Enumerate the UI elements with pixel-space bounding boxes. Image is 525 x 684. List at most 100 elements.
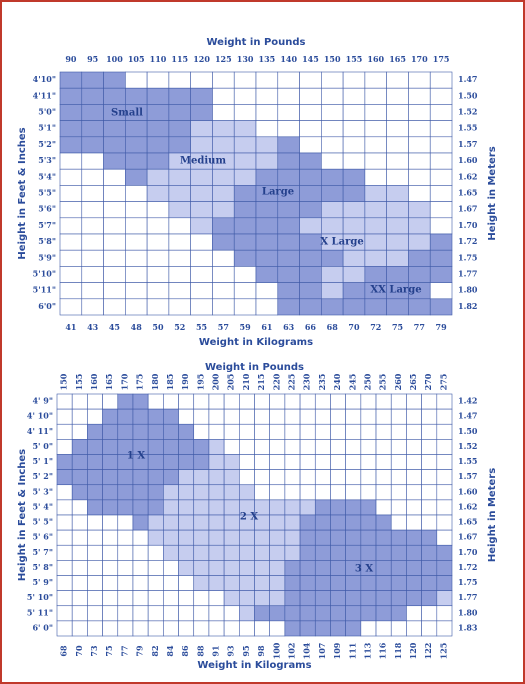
grid-cell: [168, 71, 191, 89]
grid-cell: [132, 484, 149, 501]
grid-cell: [81, 104, 104, 121]
grid-cell: [212, 282, 235, 300]
height-ft-label: 4' 9": [32, 396, 53, 406]
grid-cell: [386, 249, 409, 267]
grid-cell: [87, 393, 103, 410]
grid-cell: [314, 529, 331, 546]
grid-cell: [81, 87, 104, 105]
pound-label: 270: [423, 373, 433, 390]
grid-cell: [102, 484, 119, 501]
grid-cell: [147, 514, 164, 531]
grid-cell: [56, 620, 73, 637]
kilogram-label: 111: [347, 643, 357, 660]
grid-cell: [71, 544, 88, 561]
grid-cell: [330, 620, 346, 637]
grid-cell: [163, 575, 179, 591]
grid-cell: [314, 423, 331, 440]
grid-cell: [421, 514, 438, 531]
grid-cell: [364, 71, 387, 89]
grid-cell: [102, 514, 119, 531]
grid-cell: [163, 393, 179, 410]
grid-cell: [429, 136, 453, 154]
kilogram-label: 66: [305, 322, 317, 332]
grid-cell: [406, 423, 422, 440]
grid-cell: [254, 484, 270, 501]
grid-cell: [208, 575, 225, 591]
grid-cell: [163, 499, 179, 516]
grid-cell: [284, 454, 301, 470]
pound-label: 140: [280, 54, 297, 64]
grid-cell: [208, 454, 225, 470]
pound-label: 175: [433, 54, 450, 64]
grid-cell: [342, 217, 366, 235]
grid-cell: [429, 152, 453, 170]
grid-cell: [375, 620, 392, 637]
kilogram-label: 113: [362, 642, 372, 659]
size-label: Large: [262, 187, 294, 198]
grid-cell: [81, 120, 104, 138]
grid-cell: [56, 499, 73, 516]
grid-cell: [208, 423, 225, 440]
grid-cell: [102, 590, 119, 607]
height-m-label: 1.62: [458, 171, 477, 181]
right-axis-title: Height in Meters: [487, 468, 498, 562]
grid-cell: [56, 484, 73, 501]
grid-cell: [408, 168, 431, 186]
grid-cell: [56, 590, 73, 607]
grid-cell: [190, 266, 213, 283]
grid-cell: [429, 168, 453, 186]
grid-cell: [168, 104, 191, 121]
grid-cell: [390, 575, 407, 591]
grid-cell: [269, 529, 286, 546]
grid-cell: [429, 71, 453, 89]
grid-cell: [277, 168, 300, 186]
grid-cell: [269, 499, 286, 516]
height-m-label: 1.62: [458, 501, 477, 511]
grid-cell: [59, 266, 83, 283]
grid-cell: [168, 249, 191, 267]
grid-cell: [345, 575, 362, 591]
height-m-label: 1.50: [458, 426, 478, 436]
grid-cell: [132, 529, 149, 546]
grid-cell: [193, 590, 210, 607]
grid-cell: [436, 454, 453, 470]
height-m-label: 1.82: [458, 301, 477, 311]
grid-cell: [102, 529, 119, 546]
pound-label: 130: [237, 54, 254, 64]
grid-cell: [406, 484, 422, 501]
grid-cell: [59, 233, 83, 251]
grid-cell: [321, 249, 344, 267]
grid-cell: [406, 605, 422, 622]
height-m-label: 1.70: [458, 220, 478, 230]
grid-cell: [81, 266, 104, 283]
height-m-label: 1.42: [458, 396, 477, 406]
grid-cell: [146, 217, 170, 235]
grid-cell: [406, 439, 422, 455]
grid-cell: [103, 71, 126, 89]
top-axis-title: Weight in Pounds: [207, 37, 306, 48]
grid-cell: [168, 282, 191, 300]
grid-cell: [81, 298, 104, 316]
grid-cell: [421, 620, 438, 637]
grid-cell: [163, 484, 179, 501]
height-m-label: 1.83: [458, 622, 478, 632]
grid-cell: [364, 298, 387, 316]
grid-cell: [360, 620, 377, 637]
grid-cell: [239, 529, 255, 546]
pound-label: 160: [367, 54, 384, 64]
grid-cell: [59, 87, 83, 105]
grid-cell: [406, 529, 422, 546]
grid-cell: [408, 136, 431, 154]
grid-cell: [375, 408, 392, 425]
grid-cell: [56, 439, 73, 455]
grid-cell: [406, 514, 422, 531]
grid-cell: [223, 469, 240, 486]
grid-cell: [239, 544, 255, 561]
grid-cell: [390, 605, 407, 622]
grid-cell: [299, 499, 316, 516]
height-ft-label: 5'3": [38, 155, 56, 165]
pound-label: 105: [128, 54, 145, 64]
grid-cell: [223, 620, 240, 637]
grid-cell: [284, 560, 301, 576]
grid-cell: [193, 439, 210, 455]
